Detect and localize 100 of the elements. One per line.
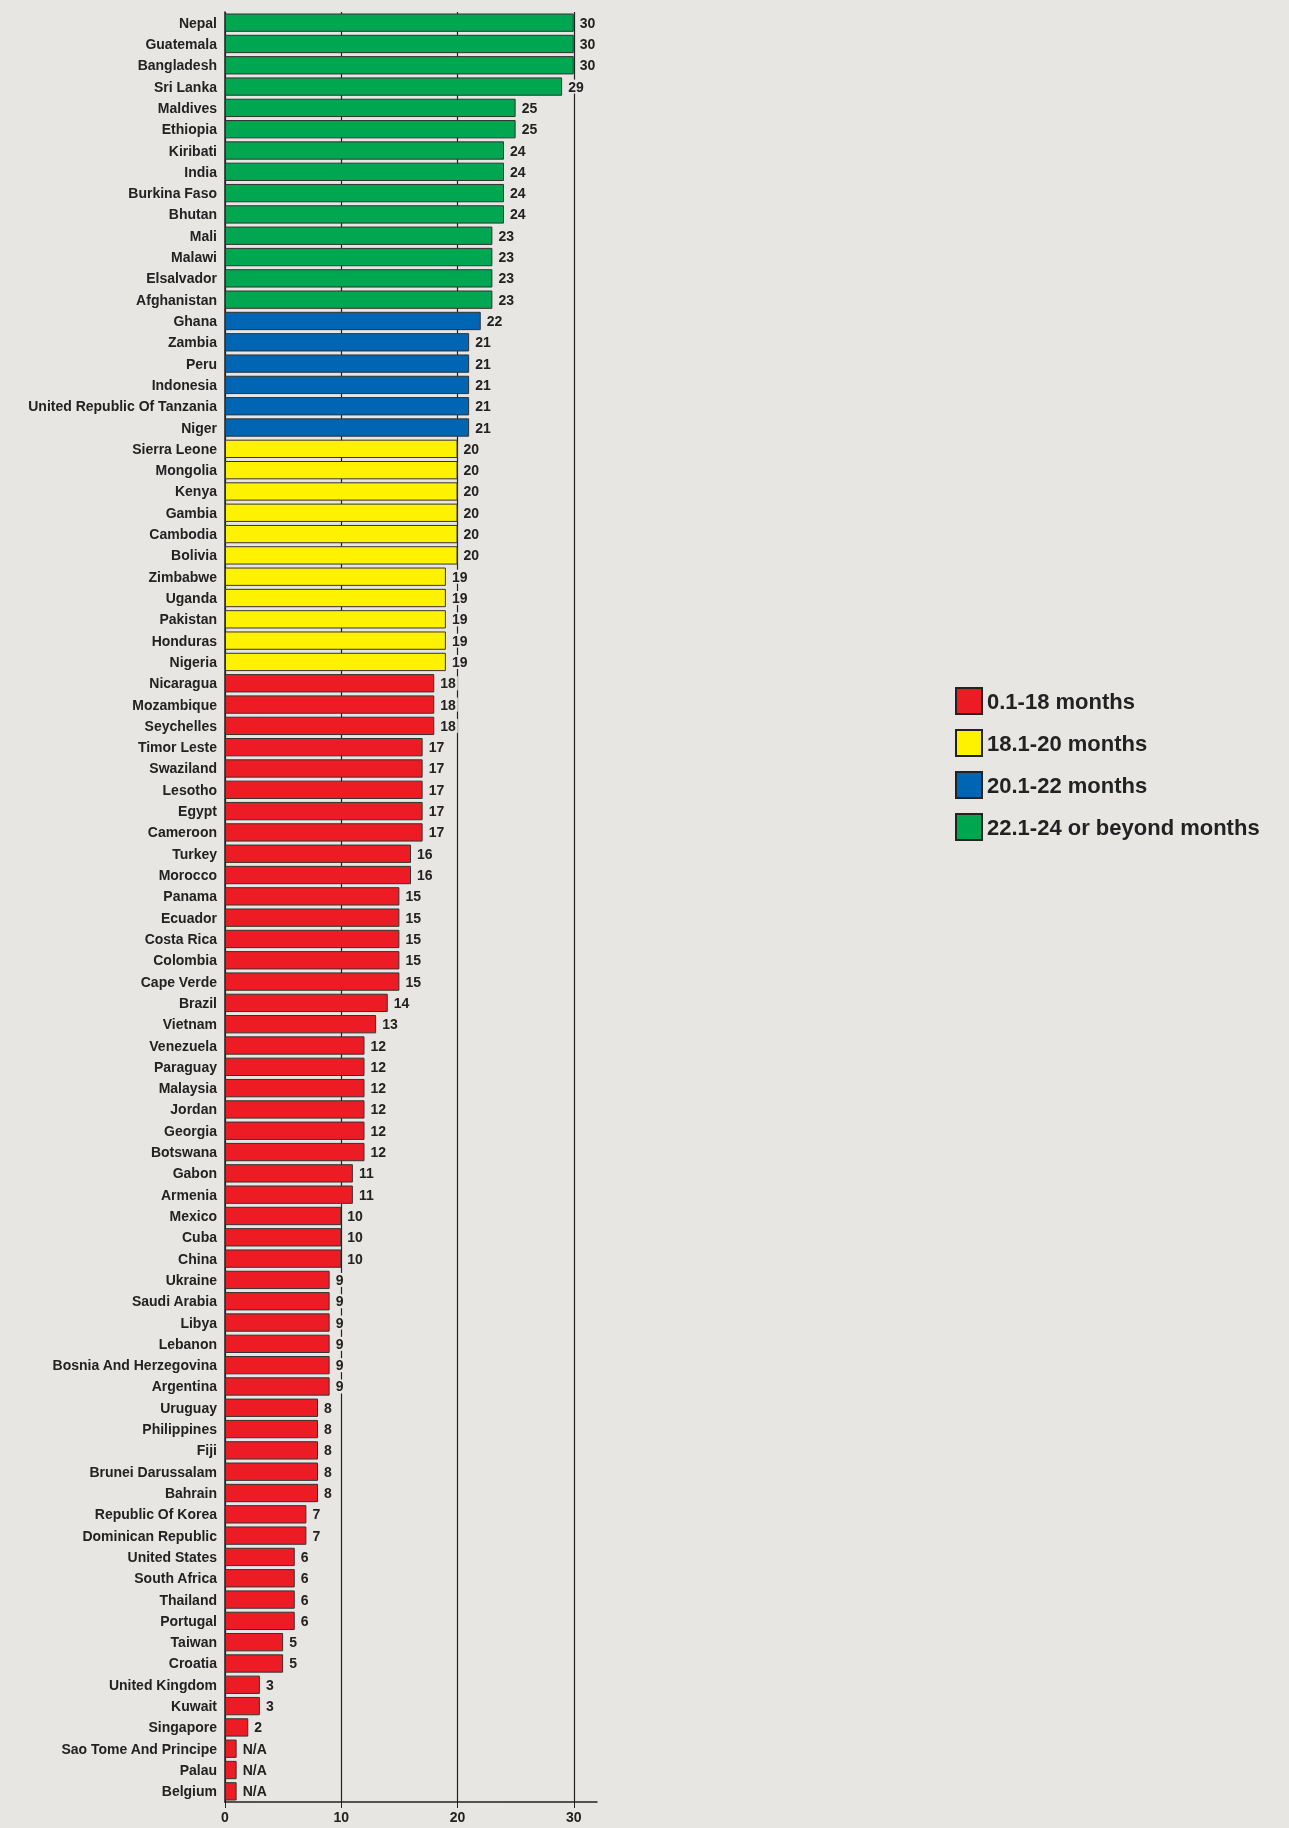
y-tick-label: Ukraine xyxy=(165,1271,218,1288)
y-tick-label: Malaysia xyxy=(158,1080,218,1097)
data-label: 24 xyxy=(510,185,526,202)
y-tick-label: Cape Verde xyxy=(140,973,218,990)
data-label: 24 xyxy=(510,206,526,223)
y-tick-label: Malawi xyxy=(171,249,217,266)
bar xyxy=(225,1078,365,1098)
y-tick-label: India xyxy=(184,163,218,180)
data-label: 24 xyxy=(510,163,526,180)
y-tick-label: Lesotho xyxy=(162,781,217,798)
y-tick-label: Indonesia xyxy=(151,376,218,393)
data-label: 22 xyxy=(486,312,503,329)
data-label: 20 xyxy=(463,526,480,543)
y-tick-label: Bolivia xyxy=(171,547,218,564)
data-label: 21 xyxy=(475,419,491,436)
y-tick-label: Elsalvador xyxy=(146,270,218,287)
x-tick-label: 20 xyxy=(449,1809,466,1825)
data-label: 14 xyxy=(393,994,410,1011)
data-label: 29 xyxy=(568,78,584,95)
data-label: 19 xyxy=(451,632,468,649)
y-tick-label: South Africa xyxy=(134,1570,218,1587)
y-tick-label: Colombia xyxy=(153,952,218,969)
y-tick-label: Seychelles xyxy=(144,717,218,734)
data-label: 9 xyxy=(335,1271,344,1288)
y-tick-label: Afghanistan xyxy=(136,291,217,308)
data-label: 6 xyxy=(300,1548,309,1565)
bar xyxy=(225,1569,295,1588)
bar xyxy=(225,588,446,608)
y-tick-label: Bangladesh xyxy=(137,57,217,74)
data-label: 3 xyxy=(265,1676,274,1693)
y-tick-label: China xyxy=(178,1250,218,1267)
bar xyxy=(225,354,470,373)
data-label: 24 xyxy=(510,142,526,159)
data-label: 12 xyxy=(370,1122,387,1139)
bar xyxy=(225,695,435,714)
bar xyxy=(225,1782,237,1801)
data-label: 17 xyxy=(428,760,445,777)
x-tick-label: 30 xyxy=(565,1809,582,1825)
bar xyxy=(225,1398,318,1417)
bar xyxy=(225,652,446,672)
data-label: 6 xyxy=(300,1612,309,1629)
data-label: 12 xyxy=(370,1144,387,1161)
bar xyxy=(225,1121,365,1140)
data-label: 11 xyxy=(358,1165,374,1182)
y-tick-label: Peru xyxy=(185,355,217,372)
data-label: 5 xyxy=(289,1634,298,1651)
bar xyxy=(225,1377,330,1396)
y-tick-label: Republic Of Korea xyxy=(94,1506,218,1523)
data-label: 8 xyxy=(324,1463,332,1480)
y-tick-label: Jordan xyxy=(170,1101,217,1118)
y-tick-label: Georgia xyxy=(164,1122,218,1139)
y-tick-label: Nepal xyxy=(178,14,217,31)
data-label: 19 xyxy=(451,590,468,607)
data-label: 30 xyxy=(579,57,596,74)
y-tick-label: Bhutan xyxy=(168,206,217,223)
bar xyxy=(225,929,400,949)
y-tick-label: Argentina xyxy=(151,1378,218,1395)
y-tick-label: Sao Tome And Principe xyxy=(61,1740,218,1757)
data-label: 15 xyxy=(405,973,422,990)
data-label: 8 xyxy=(324,1421,332,1438)
bar xyxy=(225,290,493,309)
data-label: 16 xyxy=(417,867,433,884)
data-label: 20 xyxy=(463,440,480,457)
y-tick-label: Pakistan xyxy=(159,611,217,628)
bar xyxy=(225,1419,318,1439)
data-label: 12 xyxy=(370,1037,387,1054)
data-label: 18 xyxy=(440,717,457,734)
data-label: 18 xyxy=(440,696,457,713)
y-tick-label: Vietnam xyxy=(162,1016,217,1033)
bar xyxy=(225,1675,260,1694)
y-tick-label: Gambia xyxy=(165,504,218,521)
bar xyxy=(225,1633,284,1652)
y-tick-label: Nigeria xyxy=(169,653,218,670)
y-tick-label: Philippines xyxy=(142,1421,218,1438)
y-tick-label: Botswana xyxy=(150,1144,218,1161)
y-tick-label: Ethiopia xyxy=(161,121,218,138)
y-tick-label: Mozambique xyxy=(132,696,218,713)
y-tick-label: Nicaragua xyxy=(149,675,218,692)
data-label: 13 xyxy=(382,1016,398,1033)
data-label: 21 xyxy=(475,334,491,351)
bar xyxy=(225,34,574,54)
bar xyxy=(225,674,435,693)
bar xyxy=(225,503,458,522)
bar xyxy=(225,333,470,352)
data-label: 21 xyxy=(475,376,491,393)
bar xyxy=(225,1185,353,1204)
data-label: 9 xyxy=(335,1293,344,1310)
bar xyxy=(225,865,411,885)
data-label: N/A xyxy=(242,1740,267,1757)
y-tick-label: Taiwan xyxy=(170,1634,217,1651)
y-tick-label: Mongolia xyxy=(155,462,218,479)
bar xyxy=(225,1228,342,1247)
data-label: 9 xyxy=(335,1378,344,1395)
y-tick-label: Ecuador xyxy=(160,909,218,926)
data-label: 30 xyxy=(579,14,596,31)
bar xyxy=(225,1206,342,1226)
y-tick-label: Kenya xyxy=(174,483,218,500)
bar xyxy=(225,951,400,970)
data-label: 7 xyxy=(312,1506,321,1523)
y-tick-label: Cameroon xyxy=(147,824,217,841)
